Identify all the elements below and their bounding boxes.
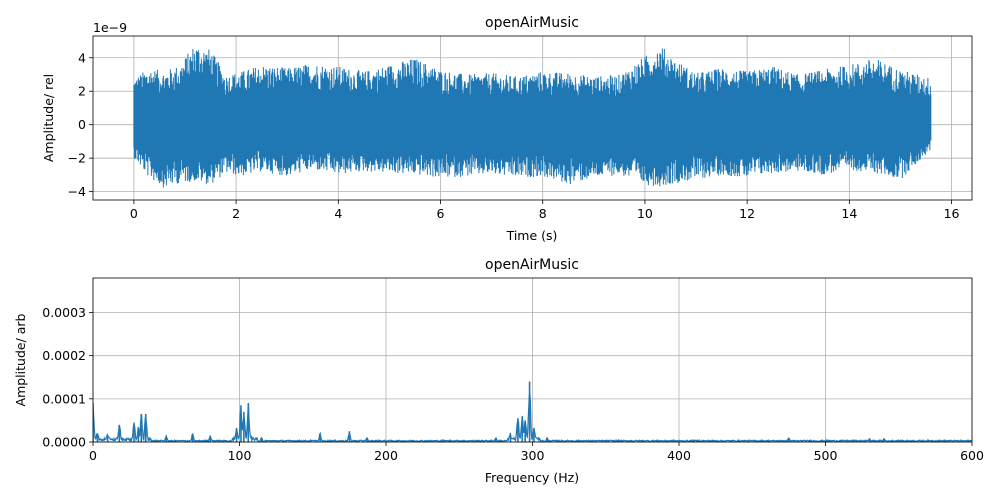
- y-tick-label: 2: [78, 84, 86, 99]
- x-tick-label: 100: [228, 448, 252, 463]
- y-tick-label: 4: [78, 50, 86, 65]
- y-axis: −4 −2 0 2 4: [68, 50, 93, 199]
- y-axis: 0.0000 0.0001 0.0002 0.0003: [42, 305, 93, 450]
- x-tick-label: 0: [130, 206, 138, 221]
- series-spectrum: [93, 381, 972, 442]
- x-tick-label: 8: [539, 206, 547, 221]
- series-waveform: [133, 48, 932, 188]
- x-tick-label: 14: [841, 206, 857, 221]
- x-tick-label: 200: [374, 448, 398, 463]
- chart-title: openAirMusic: [485, 15, 579, 31]
- y-tick-label: −2: [68, 151, 86, 166]
- x-tick-label: 500: [814, 448, 838, 463]
- x-tick-label: 0: [89, 448, 97, 463]
- x-tick-label: 600: [960, 448, 984, 463]
- y-tick-label: 0.0002: [42, 348, 86, 363]
- time-domain-chart: openAirMusic 1e−9 0 2 4 6 8 10 12 14 16 −4−2024 …: [41, 15, 973, 243]
- x-tick-label: 4: [334, 206, 342, 221]
- grid: [92, 278, 973, 443]
- y-tick-label: 0.0003: [42, 305, 86, 320]
- x-tick-label: 6: [437, 206, 445, 221]
- x-axis: 0 100 200 300 400 500 600: [89, 442, 984, 463]
- x-tick-label: 12: [739, 206, 755, 221]
- x-axis-label: Frequency (Hz): [485, 470, 579, 485]
- x-tick-label: 10: [637, 206, 653, 221]
- y-offset-label: 1e−9: [93, 20, 127, 35]
- y-axis-label: Amplitude/ rel: [41, 74, 56, 162]
- y-tick-label: 0.0001: [42, 391, 86, 406]
- y-tick-label: 0: [78, 117, 86, 132]
- x-tick-label: 16: [944, 206, 960, 221]
- x-tick-label: 300: [521, 448, 545, 463]
- chart-title: openAirMusic: [485, 257, 579, 273]
- plot-frame: [92, 35, 973, 201]
- y-tick-label: 0.0000: [42, 435, 86, 450]
- y-axis-label: Amplitude/ arb: [13, 313, 28, 406]
- spectrum-trace: [93, 393, 972, 442]
- frequency-spectrum-chart: openAirMusic 0 100 200 300 400 500 600 0.00000…: [13, 257, 984, 485]
- x-tick-label: 2: [232, 206, 240, 221]
- waveform-trace: [133, 48, 932, 188]
- x-axis-label: Time (s): [506, 228, 558, 243]
- y-tick-label: −4: [68, 184, 86, 199]
- x-axis: 0 2 4 6 8 10 12 14 16: [130, 200, 960, 221]
- x-tick-label: 400: [667, 448, 691, 463]
